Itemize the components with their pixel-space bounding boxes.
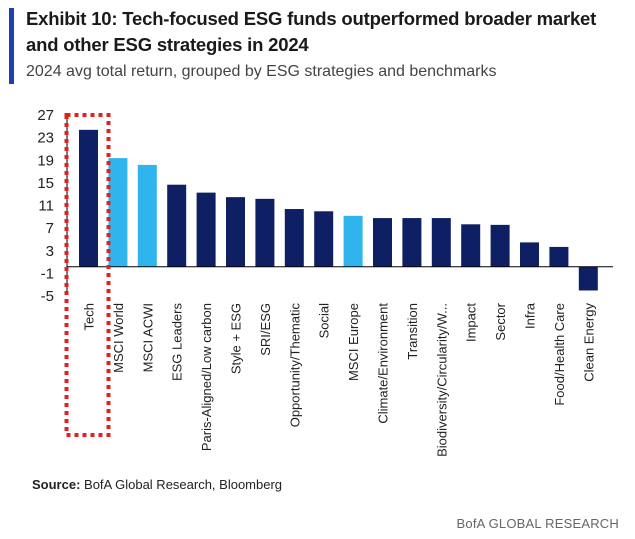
bar [520,242,539,267]
brand-label: BofA GLOBAL RESEARCH [456,516,619,531]
bar-chart: 27 23 19 15 11 7 3 -1 -5 Tech MSCI World MSCI ACWI E… [37,107,613,457]
bar [373,218,392,267]
bar [167,184,187,267]
x-tick-label: Clean Energy [581,303,596,382]
bar [137,164,157,267]
x-tick-label: Infra [523,302,538,329]
y-tick-label: 11 [38,198,54,215]
x-tick-label: Opportunity/Thematic [287,303,302,428]
y-tick-label: 27 [37,107,54,124]
bar [79,129,98,267]
bar [578,266,598,291]
x-tick-label: Climate/Environment [376,303,391,424]
y-tick-label: 3 [46,243,54,260]
chart-title: Exhibit 10: Tech-focused ESG funds outpe… [26,8,597,55]
bar [461,224,481,267]
chart-subtitle: 2024 avg total return, grouped by ESG st… [26,63,497,80]
y-tick-label: 15 [37,175,54,192]
highlight-box [64,113,111,437]
source-note: Source: BofA Global Research, Bloomberg [32,477,282,492]
bar [343,215,363,267]
x-tick-label: ESG Leaders [170,303,185,382]
x-tick-label: Tech [82,303,97,330]
y-tick-label: 19 [37,152,54,169]
x-tick-label: Biodiversity/Circularity/W... [434,303,449,457]
x-tick-label: Transition [405,303,420,360]
x-tick-label: Social [317,303,332,339]
bar [402,218,422,267]
y-tick-label: 7 [46,220,54,237]
x-tick-label: MSCI ACWI [140,303,155,372]
x-tick-label: Sector [493,302,508,340]
y-tick-label: -1 [41,265,54,282]
y-tick-label: 23 [37,130,54,147]
x-tick-label: MSCI Europe [346,303,361,381]
bar [226,197,245,267]
bar [108,158,128,267]
bar [196,192,216,267]
bar [549,246,569,267]
source-label: Source: [32,477,81,492]
source-text: BofA Global Research, Bloomberg [84,477,283,492]
title-accent-bar [9,8,14,84]
bar [314,211,334,267]
x-tick-label: Style + ESG [229,303,244,374]
bar [490,224,510,267]
x-tick-label: SRI/ESG [258,303,273,356]
x-tick-label: Food/Health Care [552,303,567,406]
x-tick-label: MSCI World [111,303,126,373]
y-tick-label: -5 [41,288,54,305]
x-tick-label: Impact [464,303,479,342]
bar [431,218,451,267]
x-tick-label: Paris-Aligned/Low carbon [199,303,214,451]
bar [255,198,275,267]
bar [284,209,304,267]
